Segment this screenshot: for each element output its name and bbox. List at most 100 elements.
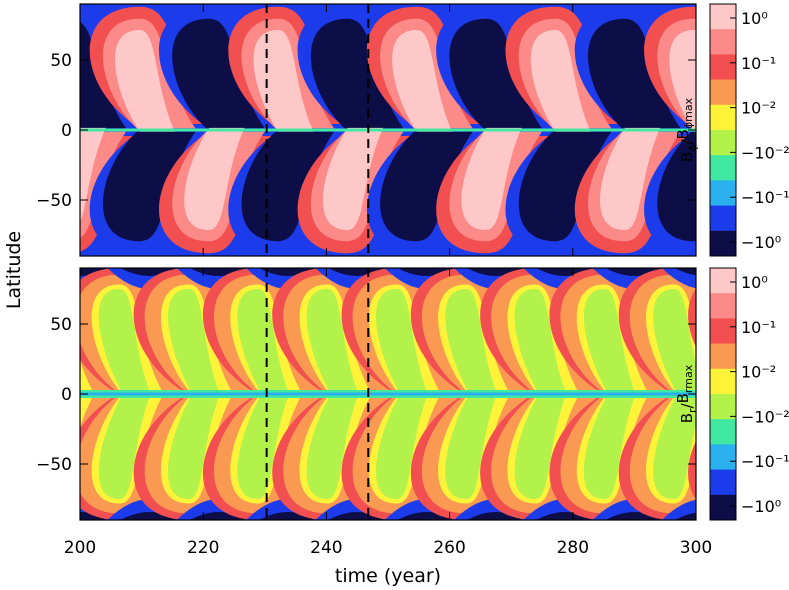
- top-latitude-tick-label-2: −50: [36, 191, 72, 211]
- toroidal-colorbar-swatch-7: [710, 180, 736, 207]
- radial-wing-south-5-level-3: [375, 398, 427, 499]
- radial-field-panel: 200 220 240 260 280 300 50 0 −50: [29, 267, 712, 558]
- radial-polar-core-north-9: [674, 268, 696, 276]
- radial-wing-north-9-level-3: [653, 289, 696, 390]
- radial-wing-north-2-level-3: [168, 289, 219, 390]
- latitude-axis-title: Latitude: [3, 231, 25, 309]
- toroidal-wing-north-7-level-1: [449, 18, 542, 129]
- radial-polar-core-north-0: [80, 268, 107, 276]
- radial-wing-north-6-level-3: [445, 289, 496, 390]
- radial-wing-north-8-level-3: [583, 289, 635, 390]
- toroidal-wing-north-9-level-1: [588, 18, 681, 129]
- toroidal-colorbar-tick-label-2: 10⁻²: [741, 99, 776, 118]
- toroidal-colorbar-tick-label-0: 10⁰: [741, 9, 768, 28]
- radial-wing-north-4-level-3: [306, 289, 358, 390]
- radial-wing-north-5-level-3: [375, 289, 427, 390]
- toroidal-wing-south-6-level-1: [380, 131, 473, 242]
- radial-wing-north-10-level-0: [688, 288, 696, 347]
- radial-wing-south-2-level-3: [168, 398, 219, 499]
- radial-colorbar-tick-label-4: −10⁻¹: [741, 452, 789, 471]
- radial-colorbar-tick-label-2: 10⁻²: [741, 363, 776, 382]
- toroidal-wing-south-10-level-1: [657, 131, 696, 242]
- toroidal-wing-north-6-level-2: [392, 30, 453, 133]
- toroidal-colorbar-swatch-4: [710, 104, 736, 131]
- radial-polar-core-south-0: [80, 512, 107, 520]
- radial-wing-south-4-level-3: [306, 398, 358, 499]
- toroidal-wing-south-9-level-2: [600, 127, 661, 230]
- radial-field-colorbar: 10⁰ 10⁻¹ 10⁻² −10⁻² −10⁻¹ −10⁰ Br/Brmax: [674, 267, 789, 521]
- toroidal-wing-south-5-level-2: [322, 127, 383, 230]
- toroidal-colorbar-swatch-6: [710, 155, 736, 181]
- time-tick-label-3: 260: [433, 538, 465, 558]
- toroidal-wing-north-5-level-1: [310, 18, 404, 129]
- radial-colorbar-swatch-5: [710, 394, 736, 420]
- toroidal-colorbar-swatch-3: [710, 79, 736, 106]
- radial-colorbar-swatch-4: [710, 368, 736, 395]
- radial-wing-north-1-level-3: [98, 289, 150, 390]
- radial-colorbar-swatch-1: [710, 293, 736, 319]
- toroidal-wing-north-8-level-2: [530, 30, 591, 133]
- radial-wing-south-8-level-3: [583, 398, 635, 499]
- toroidal-wing-south-2-level-1: [102, 131, 196, 242]
- radial-equator-band: [80, 392, 696, 396]
- radial-wing-south-0-level-2: [80, 398, 93, 428]
- toroidal-wing-south-4-level-1: [241, 131, 334, 242]
- toroidal-wing-north-0-level-1: [0, 19, 57, 128]
- radial-field-axis-ticks: 200 220 240 260 280 300 50 0 −50: [36, 268, 712, 558]
- toroidal-wing-north-0-level-2: [0, 30, 36, 132]
- toroidal-colorbar-swatch-1: [710, 29, 736, 55]
- radial-colorbar-frame: [709, 267, 737, 521]
- time-tick-label-5: 300: [680, 538, 712, 558]
- radial-wing-south-3-level-3: [237, 398, 288, 499]
- toroidal-colorbar-frame: [709, 3, 737, 257]
- radial-wing-north-0-level-2: [80, 360, 93, 390]
- radial-colorbar-swatch-6: [710, 419, 736, 445]
- toroidal-wing-south-1-level-2: [80, 127, 106, 222]
- radial-wing-south-7-level-3: [514, 398, 565, 499]
- time-tick-label-1: 220: [187, 538, 219, 558]
- bot-latitude-tick-label-0: 50: [50, 315, 72, 335]
- toroidal-wing-south-3-level-2: [184, 127, 245, 230]
- toroidal-wing-north-10-level-2: [669, 30, 696, 133]
- time-axis-title: time (year): [335, 565, 441, 587]
- toroidal-field-panel: 50 0 −50: [0, 3, 697, 257]
- toroidal-wing-north-2-level-2: [114, 30, 176, 133]
- toroidal-colorbar-tick-label-5: −10⁰: [741, 233, 781, 252]
- radial-colorbar-swatch-3: [710, 343, 736, 370]
- toroidal-colorbar-tick-label-1: 10⁻¹: [741, 54, 776, 73]
- toroidal-equator-band: [80, 128, 696, 132]
- radial-colorbar-title: Br/Brmax: [674, 364, 699, 423]
- toroidal-wing-south-7-level-2: [461, 127, 522, 230]
- toroidal-colorbar-swatch-9: [710, 230, 736, 257]
- toroidal-colorbar-tick-label-4: −10⁻¹: [741, 188, 789, 207]
- radial-wing-north-7-level-3: [514, 289, 565, 390]
- toroidal-wing-north-3-level-1: [172, 18, 265, 129]
- radial-field-cycle-markers: [265, 268, 370, 520]
- radial-wing-south-1-level-3: [98, 398, 150, 499]
- radial-colorbar-swatch-7: [710, 444, 736, 471]
- toroidal-colorbar-tick-label-3: −10⁻²: [741, 143, 789, 162]
- radial-polar-core-south-9: [674, 512, 696, 520]
- radial-wing-south-10-level-0: [688, 441, 696, 500]
- toroidal-colorbar-title: Bϕ/Bϕmax: [674, 97, 699, 162]
- radial-colorbar-tick-label-5: −10⁰: [741, 497, 781, 516]
- toroidal-colorbar-swatch-8: [710, 205, 736, 232]
- radial-colorbar-swatch-0: [710, 268, 736, 294]
- toroidal-wing-north-4-level-2: [253, 30, 314, 133]
- top-latitude-tick-label-1: 0: [61, 121, 72, 141]
- radial-wing-north-3-level-3: [237, 289, 288, 390]
- radial-wing-south-9-level-3: [653, 398, 696, 499]
- bot-latitude-tick-label-2: −50: [36, 455, 72, 475]
- toroidal-field-colorbar: 10⁰ 10⁻¹ 10⁻² −10⁻² −10⁻¹ −10⁰ Bϕ/Bϕmax: [674, 3, 789, 257]
- bot-latitude-tick-label-1: 0: [61, 385, 72, 405]
- radial-wing-south-0-level-3: [29, 398, 79, 499]
- radial-colorbar-tick-label-1: 10⁻¹: [741, 318, 776, 337]
- radial-colorbar-swatch-2: [710, 318, 736, 345]
- radial-colorbar-tick-label-0: 10⁰: [741, 273, 768, 292]
- toroidal-wing-south-8-level-1: [518, 131, 612, 242]
- radial-field-wings: [29, 268, 696, 520]
- time-tick-label-0: 200: [64, 538, 96, 558]
- toroidal-colorbar-swatch-5: [710, 130, 736, 156]
- radial-wing-north-0-level-3: [29, 289, 79, 390]
